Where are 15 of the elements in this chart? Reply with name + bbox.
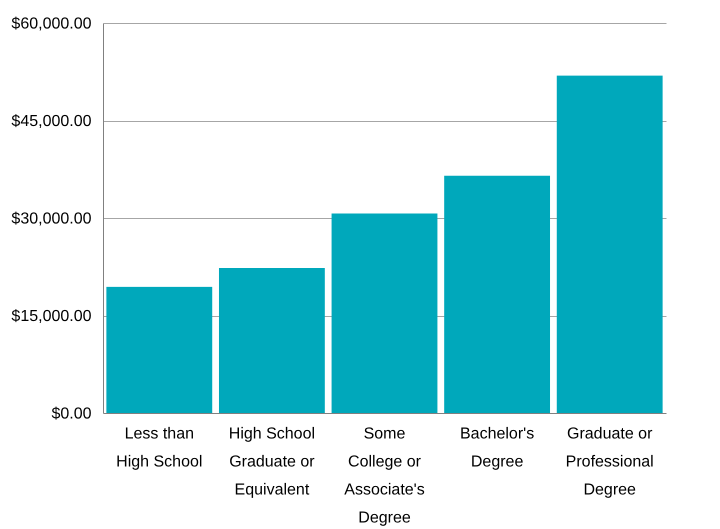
- bar: [556, 76, 663, 413]
- bar: [218, 268, 325, 413]
- y-tick-label: $0.00: [51, 406, 92, 422]
- x-tick-label: Some College or Associate's Degree: [344, 426, 425, 526]
- x-tick-label: High School Graduate or Equivalent: [228, 426, 316, 498]
- x-tick-label: Graduate or Professional Degree: [566, 426, 654, 498]
- y-tick-label: $45,000.00: [11, 113, 92, 130]
- y-tick-label: $30,000.00: [11, 210, 92, 228]
- bar: [444, 176, 550, 413]
- x-tick-label: Bachelor's Degree: [460, 426, 534, 470]
- bar: [106, 286, 212, 413]
- y-tick-label: $15,000.00: [11, 308, 92, 325]
- x-tick-label: Less than High School: [116, 426, 202, 470]
- bar: [332, 213, 438, 413]
- y-tick-label: $60,000.00: [11, 16, 92, 32]
